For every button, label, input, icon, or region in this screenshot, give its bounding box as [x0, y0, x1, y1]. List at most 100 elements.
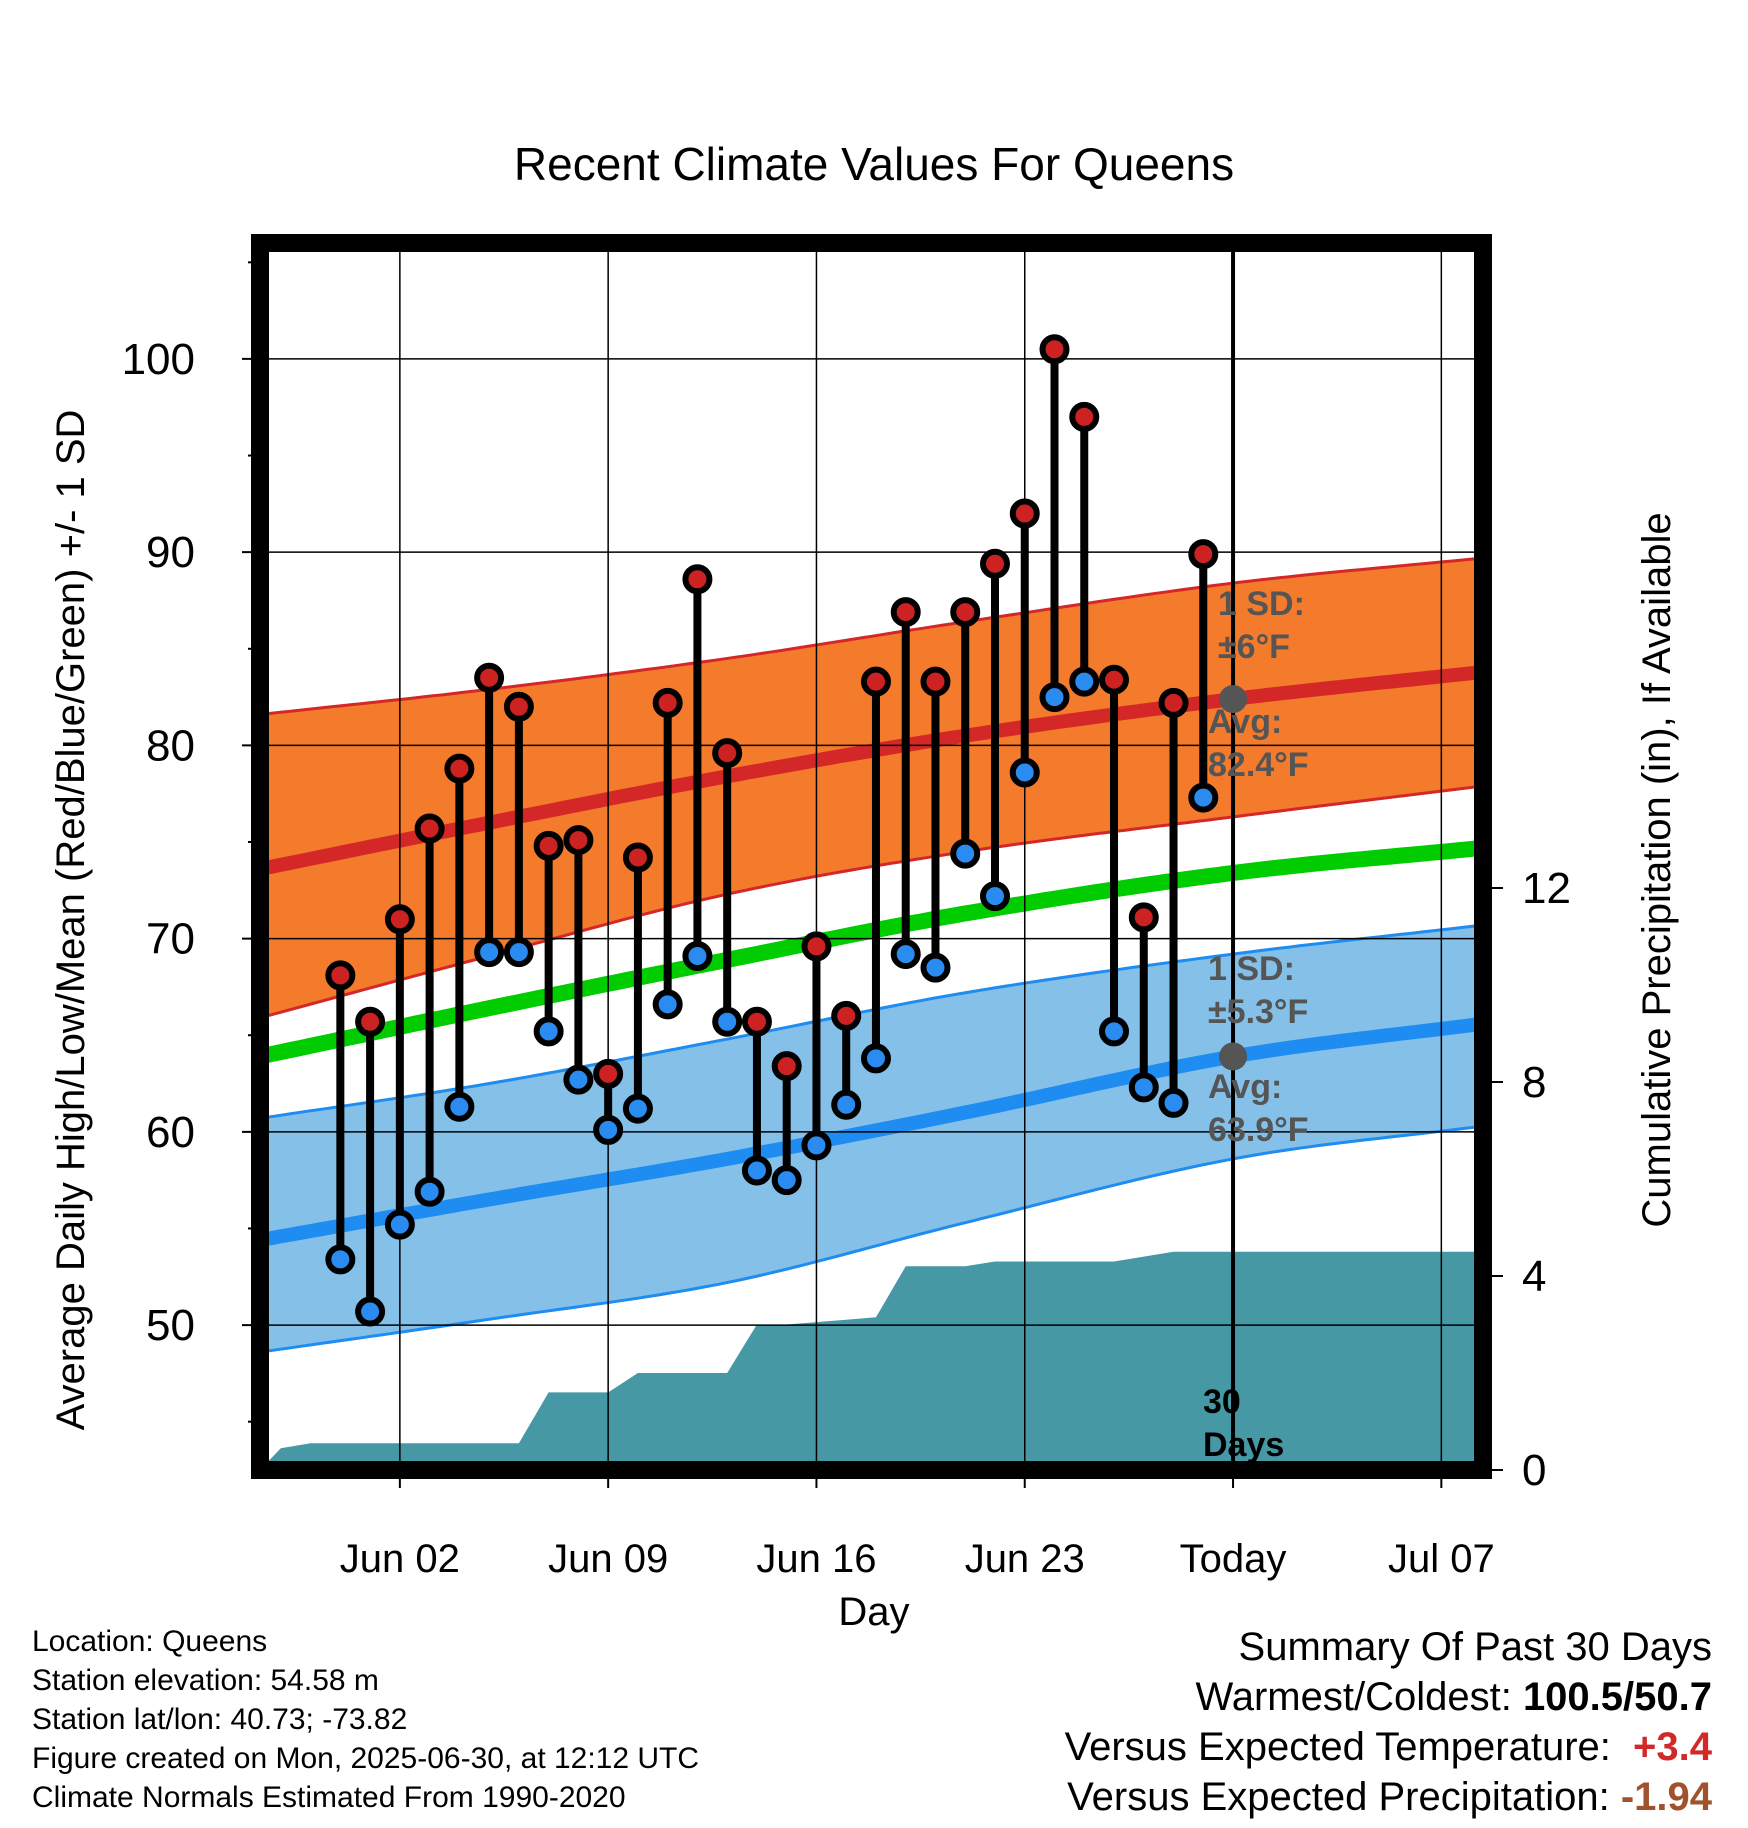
summary-panel: Summary Of Past 30 Days Warmest/Coldest:…	[1065, 1622, 1712, 1822]
plot-frame	[251, 234, 1492, 1479]
days-label-annotation: Days	[1203, 1426, 1284, 1464]
low-sd-value-annotation: ±5.3°F	[1208, 993, 1308, 1031]
daily-low-marker	[1099, 1016, 1130, 1047]
daily-low-marker	[771, 1165, 802, 1196]
created-text: Figure created on Mon, 2025-06-30, at 12…	[32, 1742, 700, 1775]
precip-departure-value: -1.94	[1620, 1775, 1712, 1819]
daily-low-marker	[801, 1130, 832, 1161]
daily-high-marker	[1009, 498, 1040, 529]
daily-high-marker	[860, 666, 891, 697]
daily-low-marker	[652, 989, 683, 1020]
y-tick-label: 90	[146, 528, 195, 577]
daily-low-marker	[1128, 1072, 1159, 1103]
daily-high-marker	[1099, 664, 1130, 695]
daily-high-marker	[920, 666, 951, 697]
y-axis-label: Average Daily High/Low/Mean (Red/Blue/Gr…	[49, 410, 93, 1431]
plot-area	[260, 243, 1483, 1470]
y2-tick-label: 0	[1522, 1446, 1546, 1495]
daily-high-marker	[414, 813, 445, 844]
low-sd-band-upper-edge	[260, 923, 1483, 1120]
daily-high-marker	[563, 825, 594, 856]
daily-high-marker	[831, 1000, 862, 1031]
daily-low-marker	[1039, 682, 1070, 713]
location-text: Location: Queens	[32, 1625, 268, 1658]
x-tick-label: Jun 23	[965, 1537, 1085, 1581]
daily-high-marker	[652, 687, 683, 718]
daily-high-marker	[1039, 334, 1070, 365]
x-axis-label: Day	[838, 1590, 909, 1634]
daily-low-marker	[622, 1093, 653, 1124]
high-avg-annotation: Avg:	[1208, 703, 1282, 741]
daily-high-marker	[444, 753, 475, 784]
x-tick-label: Jul 07	[1388, 1537, 1495, 1581]
today-low-avg-dot	[1219, 1042, 1248, 1071]
high-sd-annotation: 1 SD:	[1218, 585, 1305, 623]
warm-cold-label: Warmest/Coldest:	[1195, 1675, 1512, 1719]
daily-high-marker	[682, 564, 713, 595]
daily-high-marker	[1069, 401, 1100, 432]
daily-high-marker	[533, 830, 564, 861]
y2-tick-label: 4	[1522, 1252, 1546, 1301]
temp-departure-row: Versus Expected Temperature: +3.4	[1065, 1722, 1712, 1772]
normals-text: Climate Normals Estimated From 1990-2020	[32, 1781, 626, 1814]
temp-departure-value: +3.4	[1633, 1725, 1712, 1769]
daily-high-marker	[1128, 902, 1159, 933]
high-sd-value-annotation: ±6°F	[1218, 628, 1290, 666]
daily-high-marker	[474, 662, 505, 693]
elevation-text: Station elevation: 54.58 m	[32, 1664, 379, 1697]
daily-low-marker	[860, 1043, 891, 1074]
x-tick-label: Jun 16	[756, 1537, 876, 1581]
x-tick-label: Jun 09	[548, 1537, 668, 1581]
daily-low-marker	[384, 1209, 415, 1240]
low-sd-annotation: 1 SD:	[1208, 950, 1295, 988]
daily-high-marker	[1158, 687, 1189, 718]
daily-low-marker	[1188, 782, 1219, 813]
daily-low-marker	[1158, 1087, 1189, 1118]
x-tick-label: Jun 02	[340, 1537, 460, 1581]
daily-low-marker	[503, 937, 534, 968]
daily-low-marker	[355, 1296, 386, 1327]
warm-cold-value: 100.5/50.7	[1522, 1675, 1712, 1719]
days-count-annotation: 30	[1203, 1383, 1241, 1421]
today-high-avg-dot	[1219, 685, 1248, 714]
daily-low-marker	[444, 1091, 475, 1122]
daily-high-marker	[503, 691, 534, 722]
daily-low-marker	[414, 1176, 445, 1207]
y-tick-label: 80	[146, 721, 195, 770]
daily-low-marker	[325, 1244, 356, 1275]
daily-low-marker	[533, 1016, 564, 1047]
low-sd-band-lower-edge	[260, 1124, 1483, 1354]
x-tick-label: Today	[1180, 1537, 1287, 1581]
daily-high-marker	[325, 960, 356, 991]
normal-mean-line	[260, 839, 1483, 1065]
precip-departure-row: Versus Expected Precipitation: -1.94	[1065, 1772, 1712, 1822]
daily-low-marker	[1009, 757, 1040, 788]
daily-low-marker	[563, 1064, 594, 1095]
daily-high-marker	[593, 1058, 624, 1089]
daily-high-marker	[1188, 539, 1219, 570]
precip-area	[260, 1251, 1483, 1470]
temp-departure-label: Versus Expected Temperature:	[1064, 1725, 1611, 1769]
daily-high-marker	[712, 738, 743, 769]
high-sd-band-upper-edge	[260, 556, 1483, 716]
daily-high-marker	[741, 1006, 772, 1037]
daily-high-marker	[771, 1051, 802, 1082]
daily-low-marker	[950, 838, 981, 869]
y2-axis-label: Cumulative Precipitation (in), If Availa…	[1635, 512, 1679, 1227]
y-tick-label: 60	[146, 1108, 195, 1157]
daily-low-marker	[920, 952, 951, 983]
daily-low-marker	[741, 1155, 772, 1186]
warm-cold-row: Warmest/Coldest: 100.5/50.7	[1065, 1672, 1712, 1722]
precip-departure-label: Versus Expected Precipitation:	[1067, 1775, 1610, 1819]
y-tick-label: 100	[122, 335, 195, 384]
daily-low-marker	[831, 1089, 862, 1120]
y2-tick-label: 8	[1522, 1058, 1546, 1107]
daily-high-marker	[384, 904, 415, 935]
low-avg-value-annotation: 63.9°F	[1208, 1111, 1309, 1149]
daily-low-marker	[712, 1006, 743, 1037]
y2-tick-label: 12	[1522, 864, 1571, 913]
daily-low-marker	[979, 881, 1010, 912]
high-sd-band	[260, 558, 1483, 1018]
y-tick-label: 50	[146, 1301, 195, 1350]
